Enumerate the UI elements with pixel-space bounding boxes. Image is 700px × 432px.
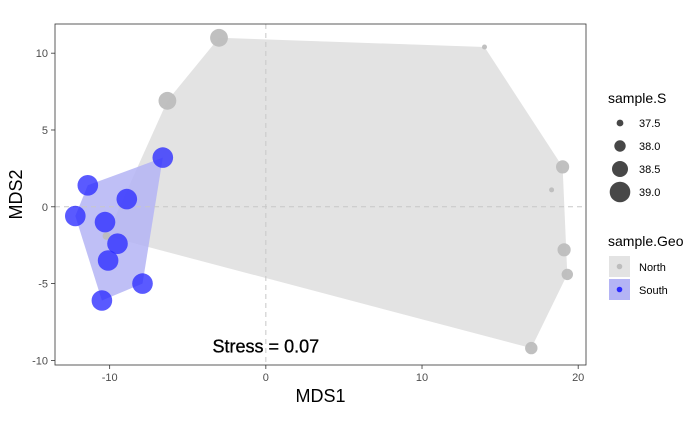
size-legend-key [612,161,628,177]
data-point-north-6 [557,243,571,257]
size-legend-key [614,140,626,152]
x-tick-label: 20 [572,372,584,384]
points-layer [65,28,573,355]
group-legend-label-south: South [639,285,668,297]
data-point-north-8 [525,341,538,355]
size-legend-label: 37.5 [639,118,660,130]
x-axis-title: MDS1 [295,386,345,406]
size-legend-label: 38.0 [639,141,660,153]
axes-layer: -10 0 10 20 -10 -5 0 5 10 [32,48,584,384]
hull-south [75,157,163,301]
y-tick-label: -5 [38,279,48,291]
x-tick-label: -10 [102,372,118,384]
size-legend-title: sample.S [608,90,666,106]
data-point-south-1 [152,147,174,168]
data-point-south-5 [94,211,116,233]
data-point-north-7 [561,268,573,281]
data-point-north-1 [210,28,228,47]
data-point-south-3 [116,188,138,210]
group-legend-dot-north [616,263,623,270]
data-point-south-8 [132,273,153,294]
data-point-south-6 [107,233,128,254]
data-point-north-2 [482,44,487,50]
y-tick-label: -10 [32,355,48,367]
size-legend: 37.5 38.0 38.5 39.0 [609,118,660,203]
data-point-north-3 [158,91,177,110]
data-point-south-2 [77,175,99,196]
data-point-north-5 [549,187,555,193]
data-point-south-9 [91,290,113,311]
data-point-north-4 [556,160,570,174]
group-legend: North South [609,256,668,300]
y-tick-label: 10 [36,48,48,60]
size-legend-key [616,119,624,127]
hulls-layer [75,37,568,349]
data-point-north-9 [102,232,111,240]
panel-border [54,23,587,366]
size-legend-label: 39.0 [639,187,660,199]
size-legend-key [609,181,631,203]
group-legend-dot-south [616,286,623,293]
group-legend-title: sample.Geo [608,233,684,249]
x-tick-label: 10 [416,372,428,384]
stress-annotation: Stress = 0.07 [213,337,320,357]
reference-lines [55,24,586,365]
data-point-south-7 [97,250,119,271]
group-legend-label-north: North [639,262,666,274]
data-point-south-4 [65,205,86,227]
y-tick-label: 5 [42,125,48,137]
y-axis-title: MDS2 [6,169,26,219]
y-tick-label: 0 [42,202,48,214]
hull-north [106,37,568,349]
size-legend-label: 38.5 [639,164,660,176]
x-tick-label: 0 [263,372,269,384]
